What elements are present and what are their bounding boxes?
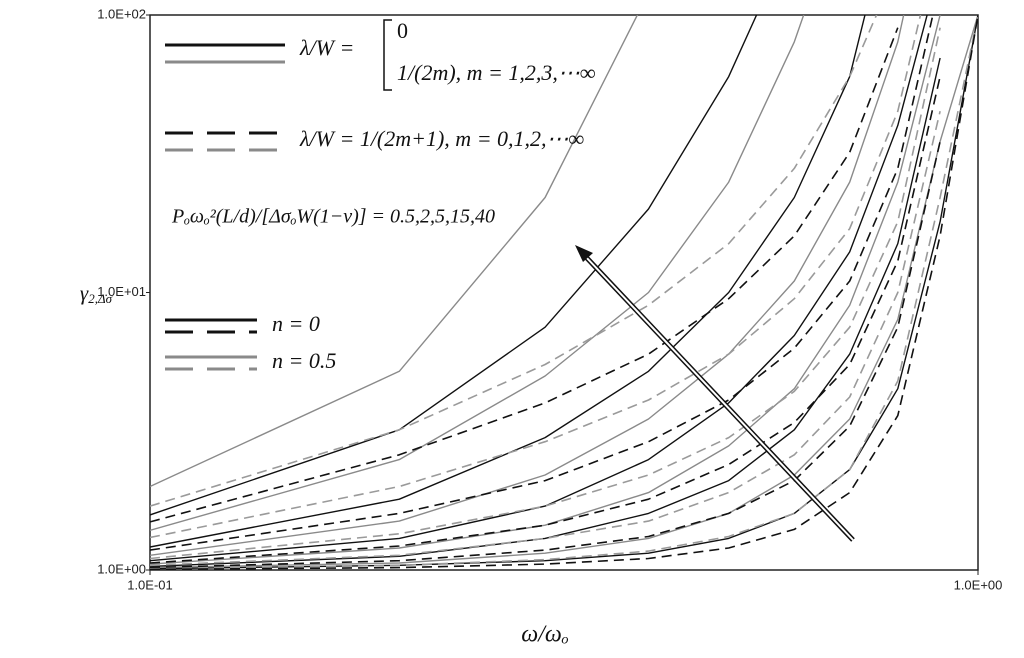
y-tick-label: 1.0E+00 <box>97 561 146 576</box>
curve <box>150 27 941 560</box>
annotation: Pₒωₒ²(L/d)/[ΔσₒW(1−ν)] = 0.5,2,5,15,40 <box>171 206 495 228</box>
x-axis-label: ω/ωₒ <box>521 622 569 648</box>
curve <box>150 76 941 564</box>
arrow <box>575 245 855 542</box>
legend-case: 1/(2m), m = 1,2,3,⋯∞ <box>397 60 596 85</box>
curve <box>150 15 934 551</box>
curve <box>150 15 805 531</box>
y-tick-label: 1.0E+02 <box>97 6 146 21</box>
legend: λ/W = 0 1/(2m), m = 1,2,3,⋯∞ λ/W = 1/(2m… <box>165 18 596 373</box>
curve <box>150 15 922 539</box>
y-axis-label-sub: 2,Δσ <box>88 291 112 306</box>
curve <box>150 15 978 570</box>
y-axis-label-main: γ <box>80 281 89 305</box>
curve <box>150 15 639 488</box>
curves <box>150 15 978 570</box>
curve <box>150 15 941 565</box>
curve <box>150 15 978 569</box>
legend-label: n = 0 <box>272 311 320 336</box>
curve <box>150 141 941 569</box>
legend-label: λ/W = 1/(2m+1), m = 0,1,2,⋯∞ <box>299 126 585 151</box>
curve <box>150 27 899 523</box>
x-tick-label: 1.0E+00 <box>954 577 1003 592</box>
y-tick-label: 1.0E+01 <box>97 284 146 299</box>
x-tick-label: 1.0E-01 <box>127 577 173 592</box>
curve <box>150 57 941 568</box>
curve <box>150 111 941 567</box>
legend-label: λ/W = <box>299 35 354 60</box>
y-axis-label: γ2,Δσ <box>80 281 113 306</box>
legend-label: n = 0.5 <box>272 348 336 373</box>
bracket <box>383 19 392 91</box>
curve <box>150 15 928 562</box>
curve <box>150 15 978 570</box>
legend-case: 0 <box>397 18 408 43</box>
curve <box>150 15 866 548</box>
